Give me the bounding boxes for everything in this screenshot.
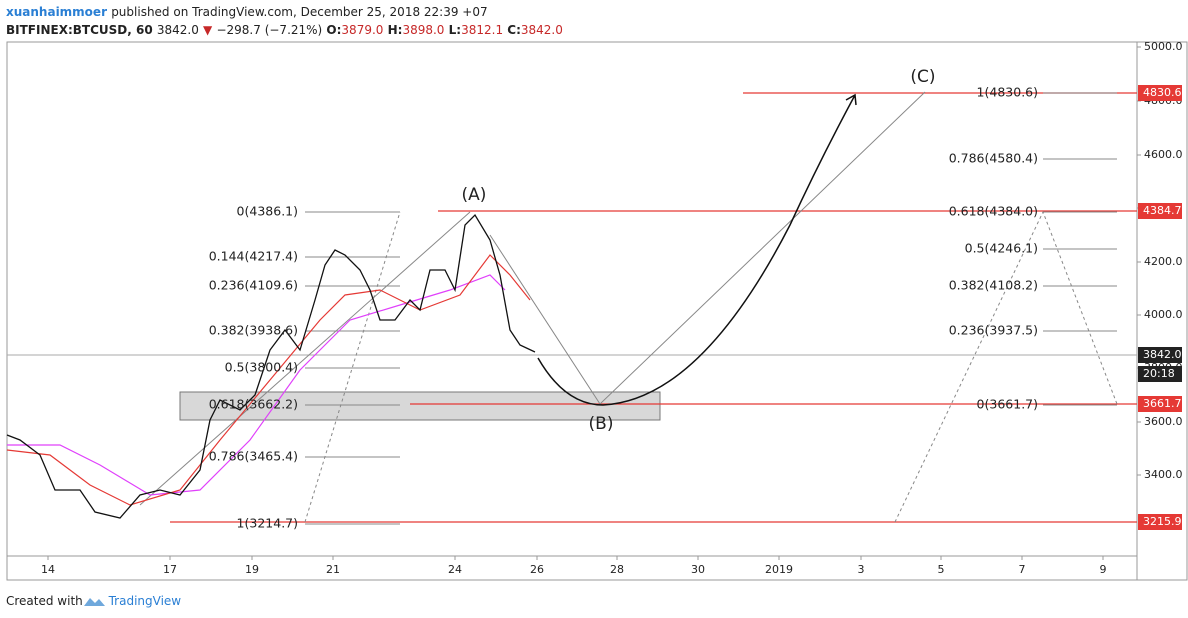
time-tick: 14 [41,563,55,576]
o: O: [326,23,341,37]
footer: Created with TradingView [6,594,181,608]
header-line: xuanhaimmoer published on TradingView.co… [6,5,488,19]
created: Created with [6,594,83,608]
fib-label: 0.618(3662.2) [209,397,298,412]
arrow-head [845,93,857,106]
price-tick: 3400.0 [1144,468,1183,481]
fib-label: 0.382(4108.2) [949,278,1038,293]
symbol: BITFINEX:BTCUSD, 60 [6,23,153,37]
ma-slow [7,274,506,496]
change: −298.7 (−7.21%) [216,23,322,37]
fib-label: 0.144(4217.4) [209,249,298,264]
time-tick: 21 [326,563,340,576]
time-tick: 30 [691,563,705,576]
fib-label: 0.5(3800.4) [225,360,298,375]
price-tag [1138,203,1182,219]
open: 3879.0 [341,23,383,37]
price-tag-label: 3842.0 [1143,348,1182,361]
logo [84,598,105,606]
h: H: [388,23,403,37]
fib-left: 0(4386.1) 0.144(4217.4) 0.236(4109.6) 0.382… [209,204,298,531]
price-tag [1138,85,1182,101]
ma-fast [6,254,531,506]
price-tag [1138,366,1182,382]
price-tag-label: 3215.9 [1143,515,1182,528]
zone [179,391,661,421]
time-tick: 19 [245,563,259,576]
close: 3842.0 [521,23,563,37]
time-tick: 7 [1019,563,1026,576]
time-tick: 24 [448,563,462,576]
fib-lines [305,92,1117,525]
fib-label: 0(4386.1) [237,204,298,219]
time-tick: 2019 [765,563,793,576]
price-tag [1138,396,1182,412]
price-tick: 4200.0 [1144,255,1183,268]
chart-frame [6,41,1188,581]
fib-label: 1(4830.6) [977,85,1038,100]
price-tick: 4000.0 [1144,308,1183,321]
time-axis: 14 17 19 21 24 26 28 30 2019 3 5 7 9 [41,556,1107,576]
fib-label: 0.236(4109.6) [209,278,298,293]
price-tick: 5000.0 [1144,40,1183,53]
price-tag [1138,514,1182,530]
price-tick: 4600.0 [1144,148,1183,161]
published: published on TradingView.com, December 2… [111,5,487,19]
projection-arrow [537,94,856,406]
last: 3842.0 [157,23,199,37]
fib-label: 0(3661.7) [977,397,1038,412]
low: 3812.1 [461,23,503,37]
time-tick: 26 [530,563,544,576]
fib-label: 0.5(4246.1) [965,241,1038,256]
high: 3898.0 [402,23,444,37]
price-axis: 5000.04800.04600.04400.04200.04000.03800… [1137,40,1183,530]
fib-label: 0.786(4580.4) [949,151,1038,166]
price-tick: 3600.0 [1144,415,1183,428]
time-tick: 3 [858,563,865,576]
symbol-line: BITFINEX:BTCUSD, 60 3842.0 ▼ −298.7 (−7.… [6,23,563,37]
wave-label: (B) [589,414,614,434]
author[interactable]: xuanhaimmoer [6,5,107,19]
brand[interactable]: TradingView [108,594,182,608]
levels [170,92,1137,523]
fib-label: 1(3214.7) [237,516,298,531]
price-tag-label: 20:18 [1143,367,1175,380]
fib-label: 0.236(3937.5) [949,323,1038,338]
wave-label: (C) [910,67,935,87]
time-tick: 17 [163,563,177,576]
price [6,213,536,519]
fib-right: 1(4830.6) 0.786(4580.4) 0.618(4384.0) 0.5(4… [949,85,1038,412]
wave-lines [139,91,1118,523]
fib-label: 0.618(4384.0) [949,204,1038,219]
time-tick: 5 [938,563,945,576]
price-tag-label: 4830.6 [1143,86,1182,99]
fib-label: 0.382(3938.6) [209,323,298,338]
c: C: [507,23,521,37]
fib-label: 0.786(3465.4) [209,449,298,464]
time-tick: 28 [610,563,624,576]
l: L: [449,23,461,37]
wave-label: (A) [462,185,487,205]
time-tick: 9 [1100,563,1107,576]
arrow: ▼ [203,23,213,37]
price-tag-label: 4384.7 [1143,204,1182,217]
price-tag [1138,347,1182,363]
price-tag-label: 3661.7 [1143,397,1182,410]
